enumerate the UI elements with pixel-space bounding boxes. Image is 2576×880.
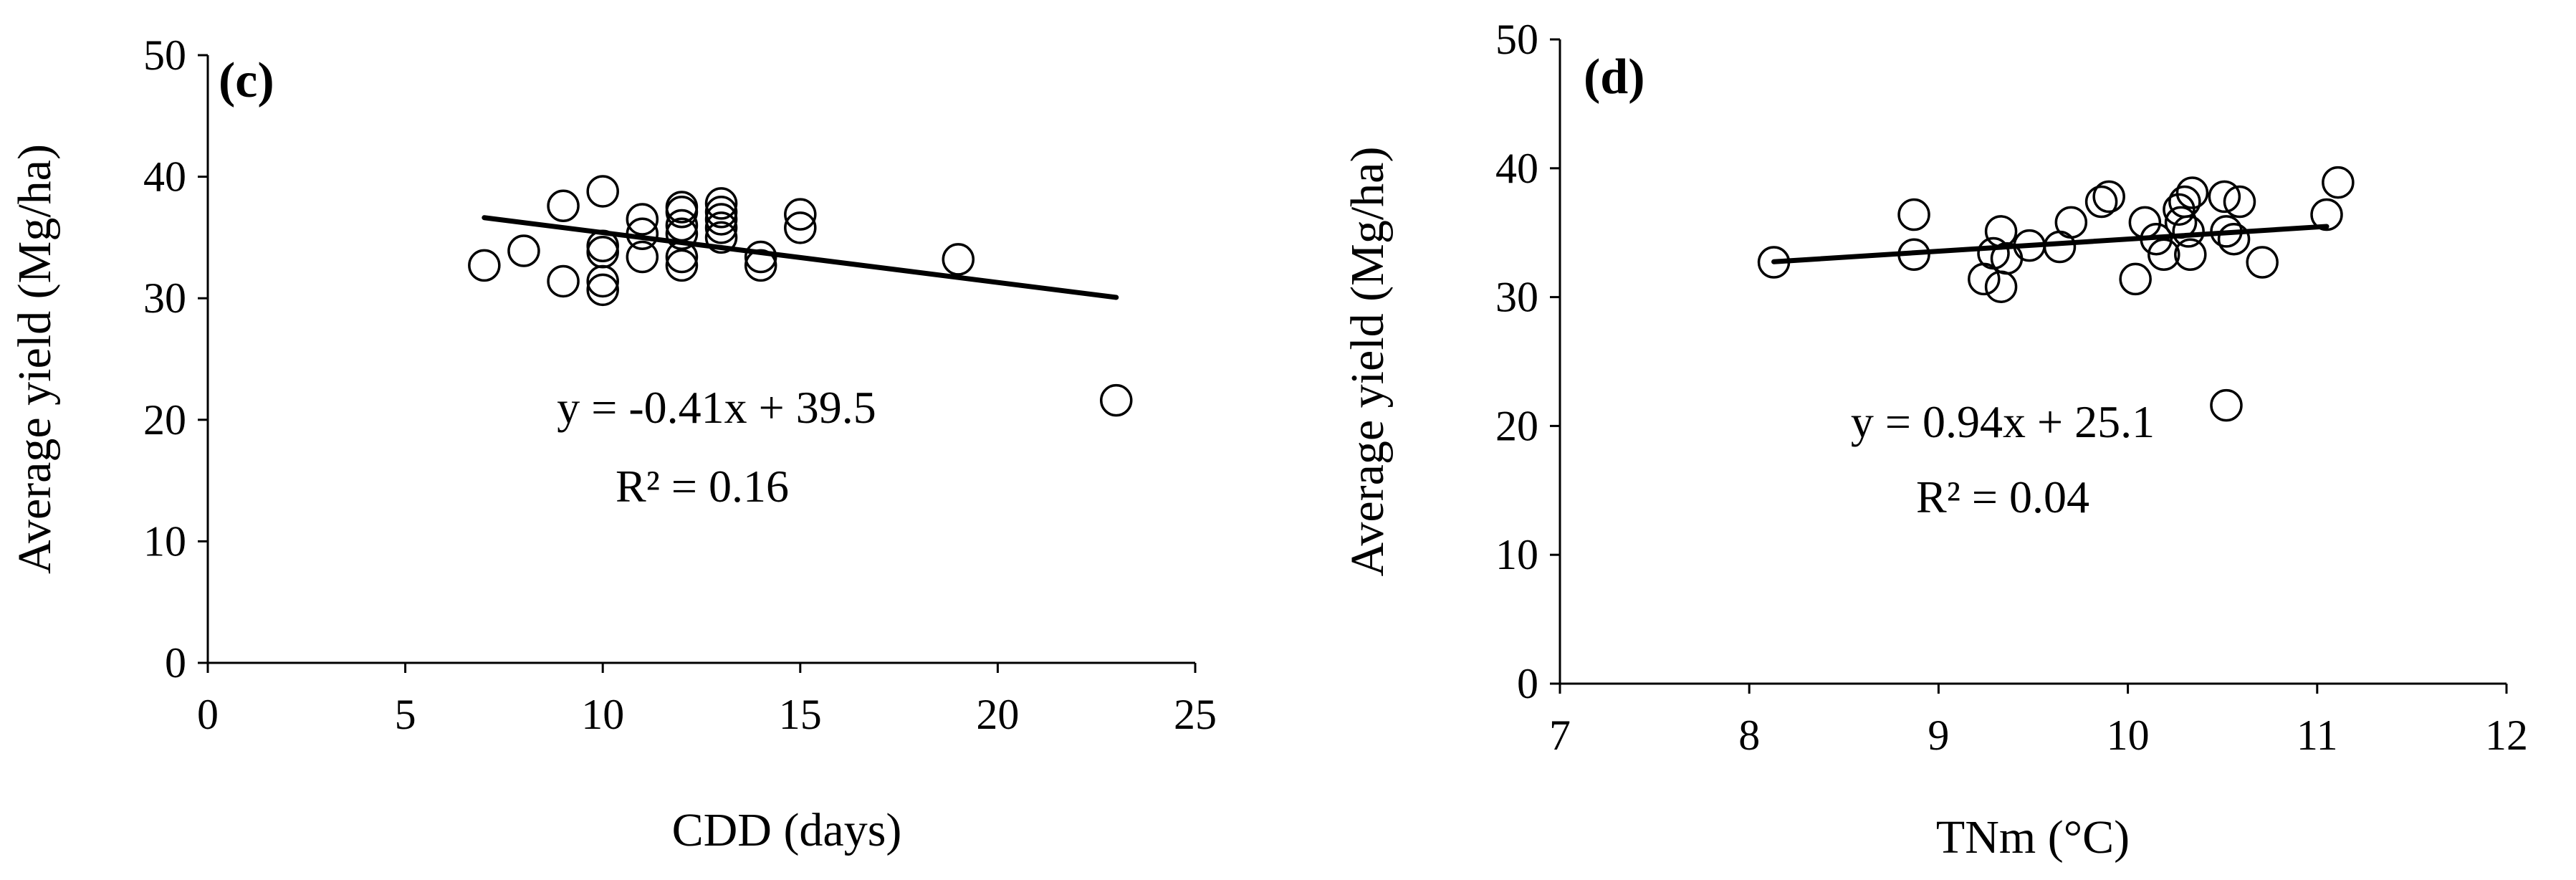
scatter-point — [2168, 185, 2201, 219]
scatter-point — [2310, 198, 2343, 231]
x-tick-label: 8 — [1738, 712, 1760, 759]
r-squared-label: R² = 0.16 — [616, 461, 789, 512]
scatter-point — [2223, 185, 2256, 219]
scatter-point — [2210, 388, 2243, 422]
scatter-point — [704, 211, 738, 244]
y-tick-label: 0 — [1517, 660, 1538, 707]
y-tick-label: 40 — [143, 153, 186, 201]
x-tick-label: 11 — [2297, 712, 2338, 759]
scatter-point — [704, 203, 738, 236]
y-tick-label: 50 — [1495, 16, 1538, 63]
regression-equation: y = -0.41x + 39.5 — [557, 382, 876, 433]
x-tick-label: 12 — [2485, 712, 2528, 759]
scatter-point — [2084, 185, 2118, 219]
y-tick-label: 30 — [1495, 274, 1538, 321]
scatter-point — [2148, 238, 2180, 272]
scatter-point — [468, 249, 501, 282]
scatter-point — [665, 217, 699, 251]
scatter-point — [665, 249, 699, 282]
x-tick-label: 15 — [779, 691, 822, 738]
scatter-point — [2054, 206, 2088, 239]
y-tick-label: 0 — [165, 639, 186, 687]
scatter-point — [2128, 206, 2162, 239]
scatter-point — [626, 240, 659, 274]
x-tick-label: 7 — [1549, 712, 1571, 759]
y-axis-title: Average yield (Mg/ha) — [1341, 147, 1394, 577]
scatter-point — [784, 211, 817, 244]
panel-label: (c) — [219, 53, 274, 108]
scatter-point — [1977, 236, 2010, 270]
y-tick-label: 20 — [1495, 402, 1538, 449]
x-tick-label: 10 — [581, 691, 624, 738]
scatter-point — [586, 264, 619, 298]
scatter-point — [704, 187, 738, 220]
scatter-point — [704, 221, 738, 254]
x-tick-label: 9 — [1928, 712, 1949, 759]
x-tick-label: 10 — [2107, 712, 2150, 759]
regression-equation: y = 0.94x + 25.1 — [1851, 396, 2155, 447]
x-tick-label: 25 — [1174, 691, 1217, 738]
x-axis-title: TNm (°C) — [1936, 811, 2130, 864]
scatter-point — [547, 189, 580, 223]
x-tick-label: 0 — [197, 691, 219, 738]
scatter-point — [1897, 198, 1930, 231]
scatter-point — [2119, 262, 2152, 296]
scatter-point — [626, 203, 659, 236]
x-tick-label: 5 — [395, 691, 416, 738]
scatter-point — [586, 175, 619, 208]
scatter-point — [744, 240, 777, 274]
scatter-point — [586, 236, 619, 269]
x-axis-title: CDD (days) — [672, 804, 902, 856]
scatter-point — [2246, 246, 2279, 279]
scatter-point — [2172, 215, 2205, 248]
scatter-point — [507, 234, 540, 267]
y-tick-label: 20 — [143, 396, 186, 444]
scatter-point — [586, 273, 619, 307]
scatter-point — [1100, 383, 1133, 417]
y-tick-label: 50 — [143, 32, 186, 79]
r-squared-label: R² = 0.04 — [1916, 472, 2089, 522]
y-tick-label: 30 — [143, 274, 186, 322]
panel-d-scatter: 0 10 20 30 40 50 7 8 9 10 11 12 TNm (°C) Average yiel… — [1341, 16, 2528, 864]
scatter-point — [942, 243, 975, 276]
trendline — [1771, 224, 2330, 264]
scatter-point — [704, 196, 738, 229]
scatter-point — [2175, 176, 2209, 209]
y-tick-label: 40 — [1495, 145, 1538, 192]
scatter-point — [547, 264, 580, 298]
panel-label: (d) — [1584, 49, 1645, 105]
scatter-point — [2092, 180, 2125, 214]
x-tick-label: 20 — [976, 691, 1019, 738]
scatter-point — [665, 196, 699, 229]
scatter-point — [2208, 180, 2241, 214]
scatter-point — [2217, 222, 2251, 256]
scatter-point — [1984, 270, 2018, 303]
scatter-point — [2322, 166, 2355, 199]
y-tick-label: 10 — [1495, 531, 1538, 578]
scatter-point — [2174, 238, 2207, 272]
scatter-point — [784, 198, 817, 231]
y-axis-title: Average yield (Mg/ha) — [9, 144, 61, 574]
panel-c-scatter: 0 10 20 30 40 50 0 5 10 15 20 25 CDD (days) Average y… — [9, 32, 1217, 856]
y-tick-label: 10 — [143, 517, 186, 565]
scatter-point — [665, 209, 699, 242]
scatter-point — [1984, 215, 2018, 248]
scatter-point — [2163, 193, 2196, 226]
trendline — [482, 215, 1119, 300]
